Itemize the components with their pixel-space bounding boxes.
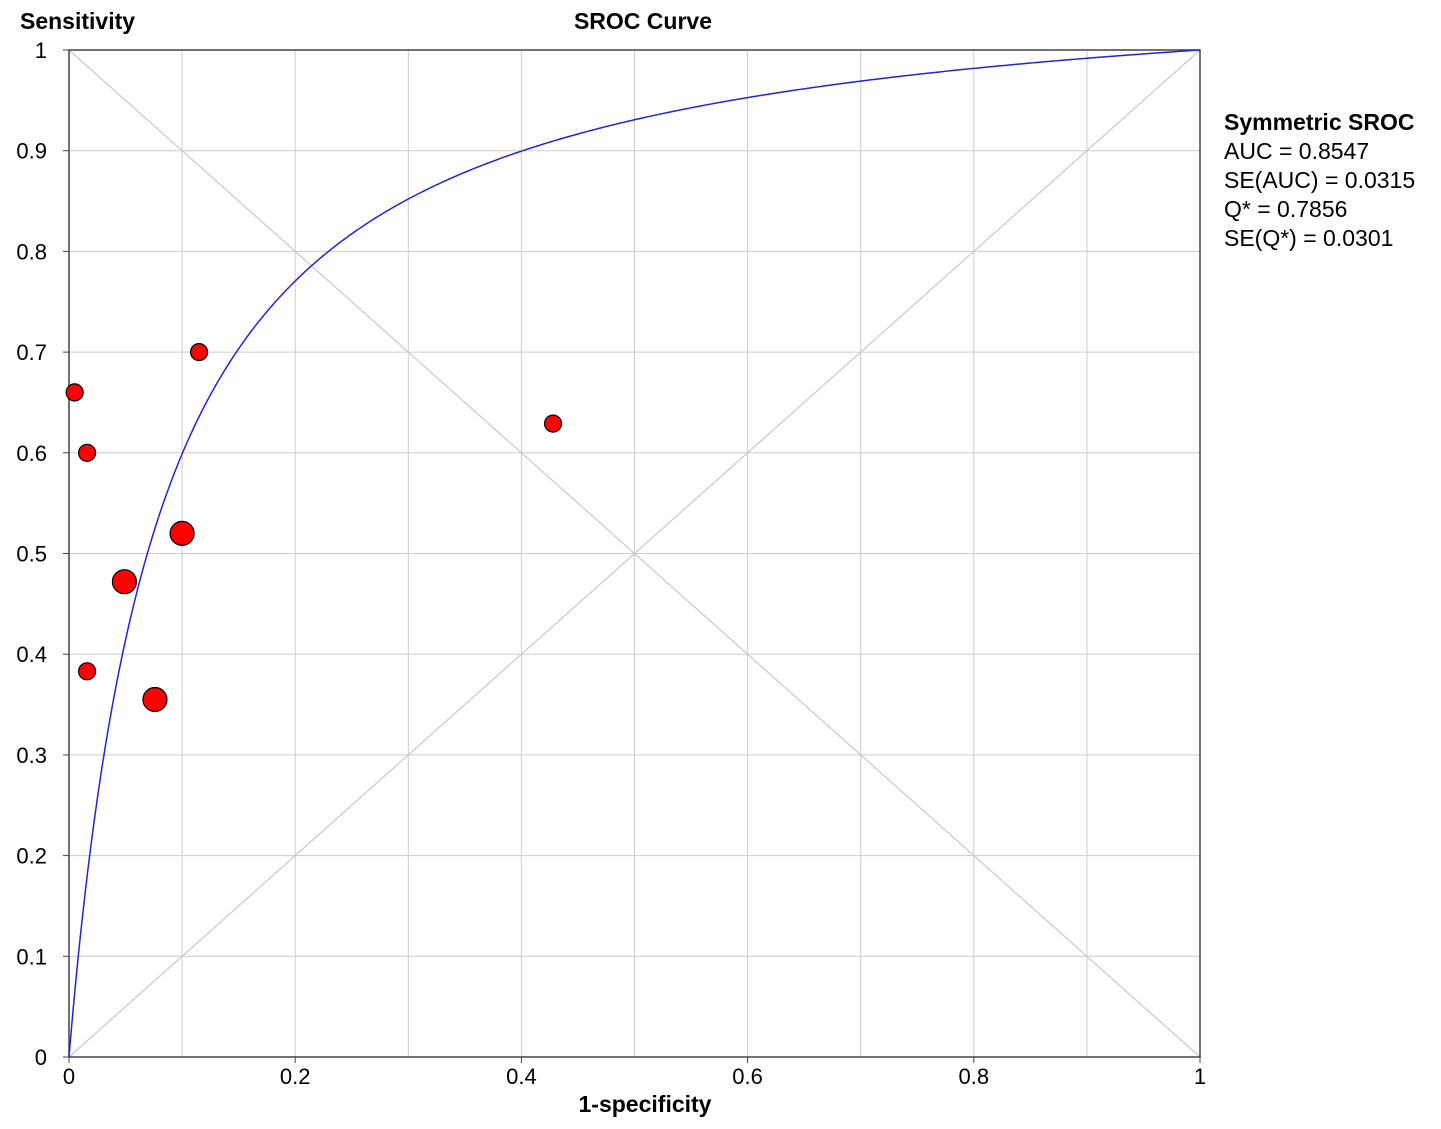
y-tick-label: 0.8 [16,239,47,264]
y-tick-label: 0.6 [16,441,47,466]
y-tick-label: 0.1 [16,944,47,969]
legend-auc: AUC = 0.8547 [1224,138,1370,164]
y-tick-label: 0.3 [16,743,47,768]
reference-diagonals [68,49,1201,1058]
y-tick-label: 0.7 [16,340,47,365]
y-tick-label: 0.9 [16,139,47,164]
x-tick-label: 0.8 [959,1064,990,1089]
legend: Symmetric SROC AUC = 0.8547 SE(AUC) = 0.… [1224,108,1415,253]
q-star-diagonal [68,49,1201,1058]
y-tick-label: 0 [35,1045,47,1070]
sroc-curve [68,49,1201,1058]
legend-q-star: Q* = 0.7856 [1224,196,1348,222]
study-points [65,343,563,713]
study-point [169,520,195,546]
legend-title: Symmetric SROC [1224,109,1415,135]
x-tick-label: 0.4 [506,1064,537,1089]
y-axis-label: Sensitivity [20,8,135,34]
study-point [77,443,97,462]
legend-se-auc: SE(AUC) = 0.0315 [1224,167,1416,193]
chart-title: SROC Curve [574,8,712,34]
study-point [111,569,138,595]
y-tick-label: 0.5 [16,542,47,567]
y-tick-labels: 0 0.1 0.2 0.3 0.4 0.5 0.6 0.7 0.8 0.9 1 [16,38,69,1070]
x-tick-labels: 0 0.2 0.4 0.6 0.8 1 [63,1057,1206,1089]
study-point [65,383,84,402]
legend-se-q-star: SE(Q*) = 0.0301 [1224,225,1394,251]
y-tick-label: 0.2 [16,844,47,869]
x-tick-label: 0 [63,1064,75,1089]
study-point [543,414,563,433]
study-point [189,343,209,362]
x-axis-label: 1-specificity [579,1091,712,1117]
x-tick-label: 1 [1194,1064,1206,1089]
x-tick-label: 0.2 [280,1064,311,1089]
study-point [142,686,168,713]
study-point [77,662,97,681]
y-tick-label: 0.4 [16,642,47,667]
x-tick-label: 0.6 [732,1064,763,1089]
y-tick-label: 1 [35,38,47,63]
